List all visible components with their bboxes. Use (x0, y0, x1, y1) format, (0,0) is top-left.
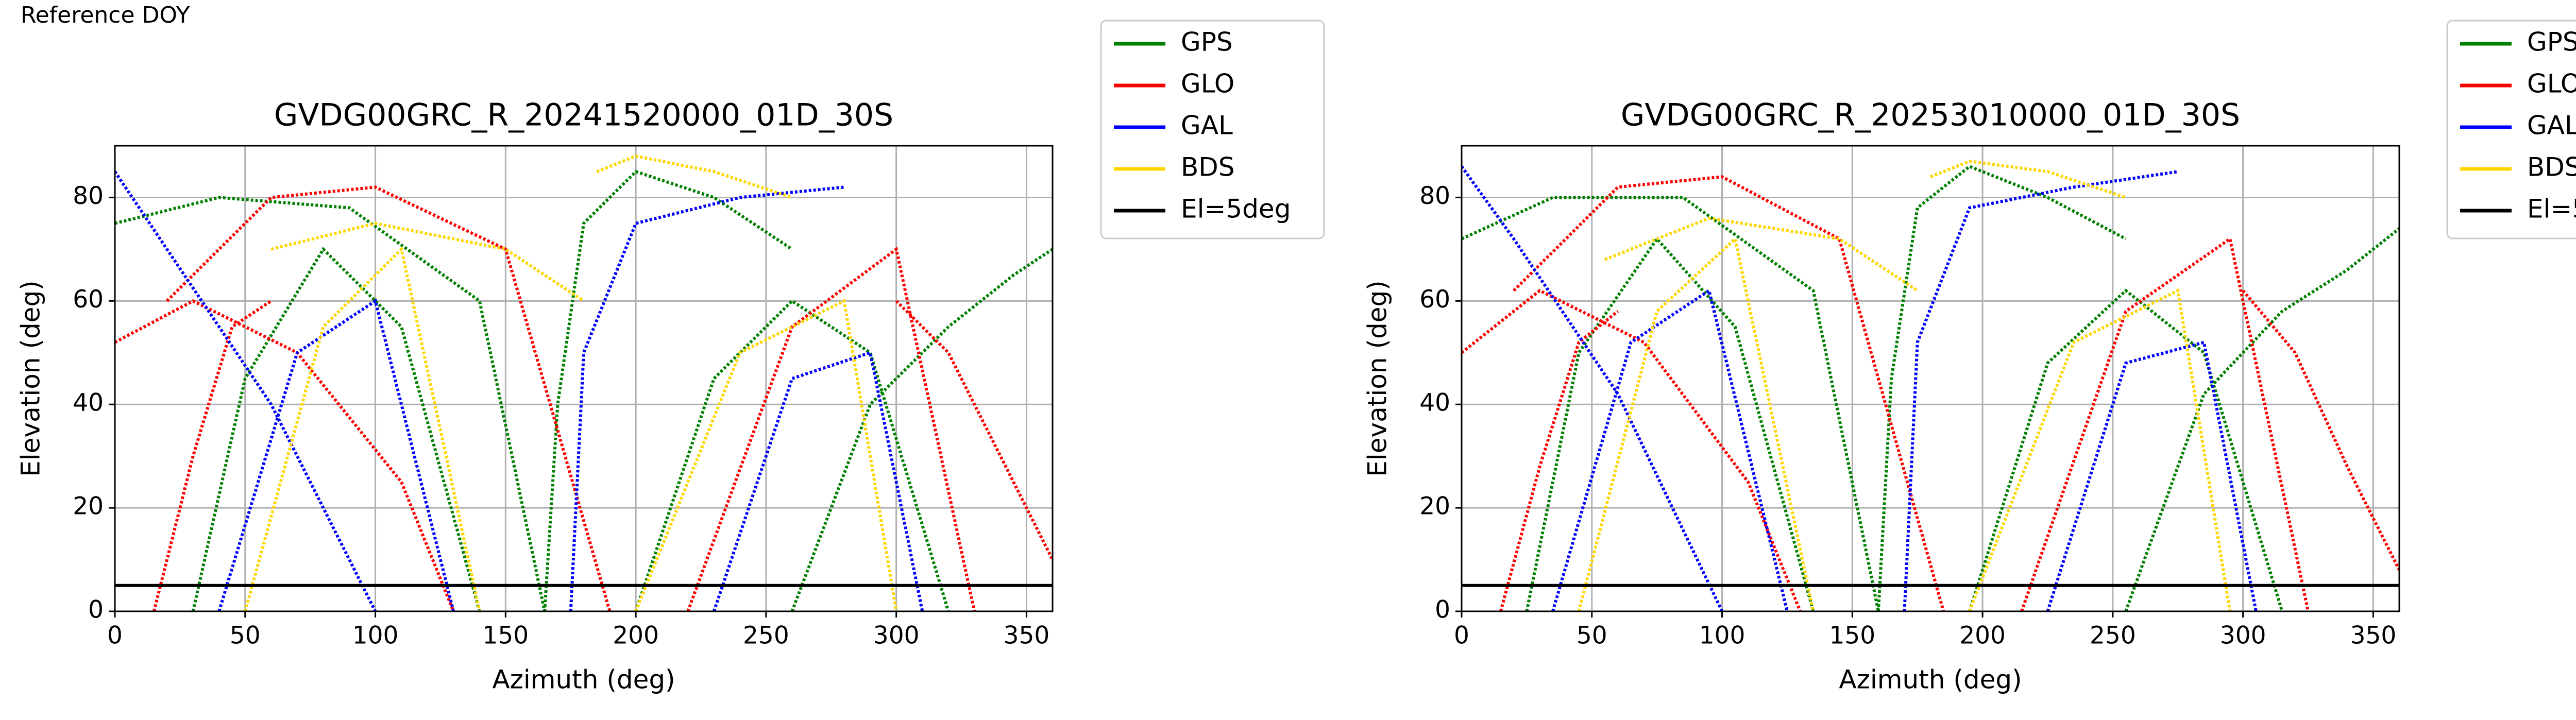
track (1525, 236, 1815, 611)
figure-label: Reference DOY (21, 2, 190, 28)
x-tick-label: 50 (230, 622, 261, 650)
track (217, 298, 455, 611)
x-tick-label: 300 (873, 622, 920, 650)
y-axis-label: Elevation (deg) (1363, 280, 1393, 476)
track (1968, 288, 2232, 611)
track (1462, 288, 1802, 611)
legend-label: GAL (2527, 111, 2576, 141)
plot-area (1462, 146, 2399, 611)
legend-label: GAL (1181, 111, 1233, 141)
track (270, 221, 585, 302)
track (1604, 216, 1919, 292)
y-tick-label: 0 (1435, 596, 1450, 624)
track (569, 185, 844, 611)
track (790, 248, 1053, 611)
legend-box (1100, 20, 1325, 239)
y-tick-label: 80 (73, 182, 104, 210)
track (543, 169, 793, 611)
track (2020, 236, 2310, 611)
y-tick-label: 80 (1419, 182, 1450, 210)
track (634, 299, 950, 611)
track (243, 246, 481, 611)
x-tick-label: 50 (1577, 622, 1607, 650)
x-axis-label: Azimuth (deg) (492, 665, 675, 695)
track (895, 300, 1053, 560)
x-tick-label: 350 (2350, 622, 2397, 650)
axes-frame (1461, 145, 2400, 612)
y-tick-label: 20 (1419, 492, 1450, 521)
track (1968, 288, 2284, 611)
tracks (1462, 160, 2399, 611)
y-axis-label: Elevation (deg) (16, 280, 46, 476)
track (686, 246, 976, 611)
track (152, 299, 272, 611)
legend-label: GPS (1181, 27, 1233, 57)
track (1929, 160, 2127, 199)
legend-label: GLO (1181, 69, 1234, 99)
x-axis-label: Azimuth (deg) (1839, 665, 2022, 695)
x-tick-label: 350 (1004, 622, 1050, 650)
legend-label: GPS (2527, 27, 2576, 57)
track (1551, 288, 1789, 611)
track (1577, 235, 1815, 611)
track (596, 154, 793, 199)
y-tick-label: 20 (73, 492, 104, 521)
track (2124, 227, 2399, 611)
legend-label: El=5deg (1181, 194, 1291, 224)
chart-title: GVDG00GRC_R_20241520000_01D_30S (274, 97, 893, 133)
x-tick-label: 150 (1829, 622, 1875, 650)
x-tick-label: 200 (613, 622, 659, 650)
track (1512, 175, 1945, 611)
x-tick-label: 150 (482, 622, 529, 650)
track (1462, 165, 1724, 611)
legend-label: BDS (2527, 152, 2576, 182)
y-tick-label: 60 (73, 285, 104, 314)
y-tick-label: 0 (88, 596, 104, 624)
x-tick-label: 250 (743, 622, 789, 650)
x-tick-label: 0 (1454, 622, 1469, 650)
chart-title: GVDG00GRC_R_20253010000_01D_30S (1621, 97, 2240, 133)
axes-frame (114, 145, 1054, 612)
legend-label: El=5deg (2527, 194, 2576, 224)
x-tick-label: 100 (1699, 622, 1745, 650)
track (1903, 170, 2178, 611)
y-tick-label: 40 (1419, 389, 1450, 417)
track (165, 185, 612, 611)
track (115, 196, 547, 611)
track (191, 247, 481, 611)
tracks (115, 154, 1053, 611)
track (1876, 164, 2127, 611)
track (1499, 310, 1619, 611)
x-tick-label: 200 (1959, 622, 2006, 650)
track (712, 350, 924, 611)
y-tick-label: 60 (1419, 285, 1450, 314)
x-tick-label: 100 (352, 622, 399, 650)
legend-label: GLO (2527, 69, 2576, 99)
track (634, 298, 898, 611)
legend-label: BDS (1181, 152, 1235, 182)
x-tick-label: 300 (2220, 622, 2266, 650)
x-tick-label: 0 (107, 622, 123, 650)
x-tick-label: 250 (2090, 622, 2136, 650)
y-tick-label: 40 (73, 389, 104, 417)
legend-box (2446, 20, 2576, 239)
track (1462, 196, 1880, 611)
track (2046, 340, 2258, 611)
track (115, 170, 377, 611)
